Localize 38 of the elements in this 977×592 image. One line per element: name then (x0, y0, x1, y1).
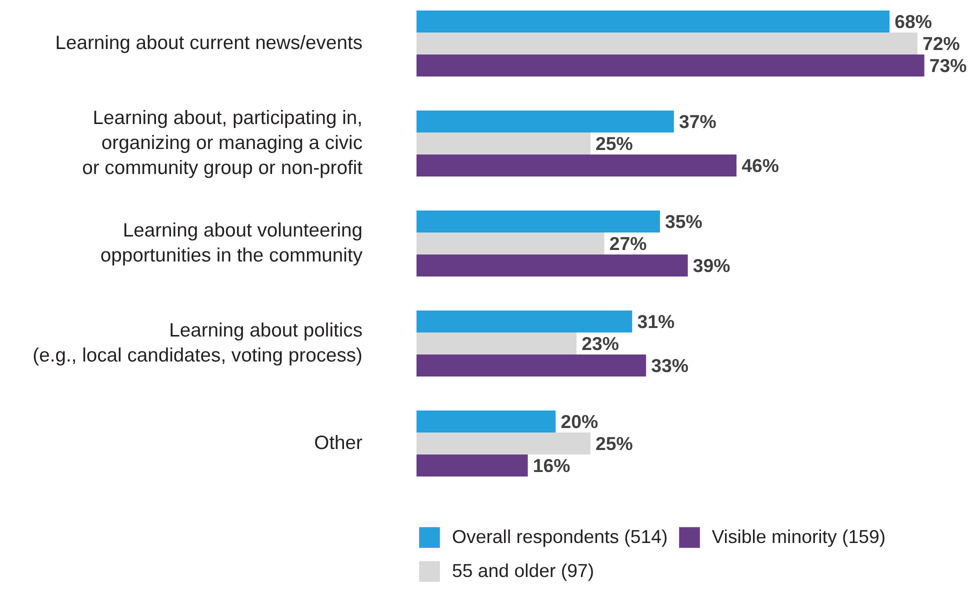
data-label: 16% (532, 455, 571, 476)
data-label: 39% (692, 255, 731, 276)
data-label: 31% (637, 311, 675, 332)
data-label: 25% (595, 433, 634, 454)
data-label: 25% (595, 133, 634, 154)
bar (416, 210, 660, 232)
bar (416, 54, 924, 76)
y-tick-label: Learning about current news/events (55, 33, 362, 54)
legend-label: Overall respondents (514) (452, 526, 668, 548)
bar (416, 110, 674, 132)
data-label: 68% (894, 11, 932, 32)
legend-label: 55 and older (97) (452, 560, 594, 582)
bar (416, 354, 646, 376)
bar (416, 10, 890, 32)
y-tick-label: Learning about politics (e.g., local candidates, voting process) (32, 320, 363, 367)
data-label: 33% (651, 355, 689, 376)
bar (416, 332, 577, 354)
data-label: 37% (678, 111, 717, 132)
data-label: 20% (560, 411, 598, 432)
bar (416, 310, 632, 332)
data-label: 73% (929, 55, 968, 76)
bar (416, 232, 604, 254)
data-label: 72% (922, 33, 960, 54)
y-tick-label: Other (314, 433, 364, 454)
bar (416, 410, 556, 432)
data-label: 23% (582, 333, 620, 354)
bar (416, 454, 528, 476)
data-label: 27% (609, 233, 648, 254)
bar (416, 32, 918, 54)
bar (416, 132, 590, 154)
legend-label: Visible minority (159) (712, 526, 886, 548)
y-tick-label: Learning about, participating in, organizing or managing a civic or community group or non-profit (82, 108, 364, 180)
bar (416, 432, 590, 454)
y-tick-label: Learning about volunteering opportunities in the community (100, 220, 363, 267)
bar (416, 254, 688, 276)
data-label: 46% (742, 155, 780, 176)
data-label: 35% (665, 211, 703, 232)
bar (416, 154, 737, 176)
